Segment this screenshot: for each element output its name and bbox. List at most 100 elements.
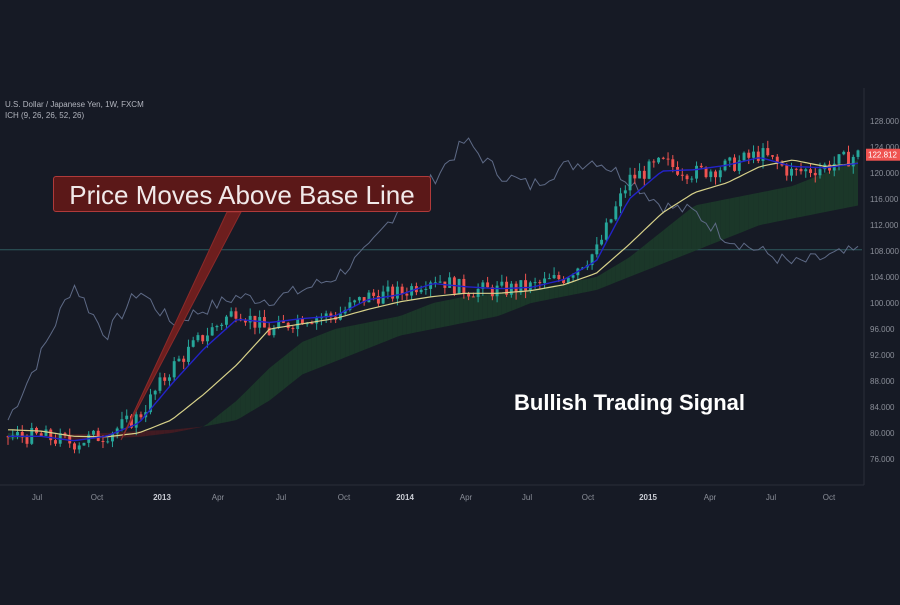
candle-body <box>467 293 471 297</box>
candle-body <box>718 170 722 178</box>
candle-body <box>348 302 352 310</box>
cloud-segment <box>706 202 711 247</box>
x-tick-label: 2015 <box>639 493 657 502</box>
candle-body <box>538 282 542 284</box>
candle-body <box>39 433 43 436</box>
cloud-segment <box>639 245 645 273</box>
cloud-segment <box>316 334 322 369</box>
candle-body <box>851 156 855 167</box>
candle-body <box>619 193 623 207</box>
candle-body <box>756 151 760 161</box>
indicator-header: ICH (9, 26, 26, 52, 26) <box>5 111 85 120</box>
candle-body <box>139 414 143 418</box>
cloud-segment <box>520 290 526 308</box>
cloud-segment <box>720 199 726 241</box>
candle-body <box>837 154 841 164</box>
candle-body <box>761 148 765 161</box>
cloud-segment <box>330 328 336 364</box>
cloud-segment <box>810 176 816 215</box>
candle-body <box>177 358 181 362</box>
y-tick-label: 92.000 <box>870 351 895 360</box>
candle-body <box>253 315 257 328</box>
cloud-segment <box>297 341 303 379</box>
candle-body <box>300 318 304 325</box>
candle-body <box>642 170 646 179</box>
x-tick-label: Jul <box>522 493 532 502</box>
cloud-segment <box>772 189 778 223</box>
cloud-segment <box>592 276 597 291</box>
candle-body <box>433 282 437 284</box>
candle-body <box>73 443 76 450</box>
candle-body <box>315 318 319 324</box>
cloud-segment <box>269 364 274 401</box>
candle-body <box>699 165 703 168</box>
candle-body <box>799 169 803 172</box>
cloud-segment <box>273 360 279 398</box>
candle-body <box>115 428 119 434</box>
cloud-segment <box>696 204 702 251</box>
cloud-segment <box>459 296 464 324</box>
candle-body <box>391 286 395 299</box>
candle-body <box>25 437 29 444</box>
cloud-segment <box>758 191 764 226</box>
candle-body <box>277 320 281 329</box>
cloud-segment <box>202 423 208 427</box>
cloud-segment <box>178 428 184 432</box>
cloud-segment <box>145 430 151 437</box>
cloud-segment <box>155 430 160 435</box>
candle-body <box>704 167 708 178</box>
candle-body <box>771 155 774 157</box>
candle-body <box>747 152 751 158</box>
y-tick-label: 100.000 <box>870 299 899 308</box>
cloud-segment <box>159 430 165 435</box>
cloud-segment <box>796 182 802 218</box>
candle-body <box>258 317 262 328</box>
candle-body <box>362 297 366 303</box>
cloud-segment <box>307 338 312 373</box>
candle-body <box>614 206 618 220</box>
cloud-segment <box>254 377 260 410</box>
candle-body <box>486 282 490 288</box>
candle-body <box>790 168 793 176</box>
candle-body <box>248 315 252 323</box>
cloud-segment <box>853 160 858 207</box>
cloud-segment <box>197 426 203 428</box>
candle-body <box>600 239 604 245</box>
cloud-segment <box>644 241 650 271</box>
candle-body <box>509 283 513 295</box>
cloud-segment <box>739 195 745 234</box>
cloud-segment <box>782 187 787 221</box>
candle-body <box>49 429 53 441</box>
candle-body <box>813 172 817 176</box>
cloud-segment <box>630 252 635 277</box>
cloud-segment <box>183 428 189 431</box>
cloud-segment <box>549 285 555 300</box>
cloud-segment <box>801 180 806 217</box>
cloud-segment <box>373 320 379 347</box>
candle-body <box>595 244 599 255</box>
candle-body <box>481 282 485 289</box>
candle-body <box>215 325 219 328</box>
candle-body <box>96 430 100 442</box>
cloud-segment <box>387 317 393 341</box>
cloud-segment <box>829 169 835 212</box>
candle-body <box>557 275 561 279</box>
cloud-segment <box>359 323 365 352</box>
cloud-segment <box>843 163 849 209</box>
candle-body <box>101 441 105 443</box>
candle-body <box>495 285 499 297</box>
cloud-segment <box>725 198 730 239</box>
candle-body <box>709 171 713 178</box>
candle-body <box>571 275 575 278</box>
candle-body <box>234 311 238 319</box>
candle-body <box>281 320 285 323</box>
y-tick-label: 124.000 <box>870 143 899 152</box>
candle-body <box>552 275 556 279</box>
cloud-segment <box>805 178 811 216</box>
x-tick-label: Apr <box>212 493 225 502</box>
candle-body <box>205 335 209 342</box>
candle-body <box>419 289 423 293</box>
candle-body <box>804 169 808 172</box>
